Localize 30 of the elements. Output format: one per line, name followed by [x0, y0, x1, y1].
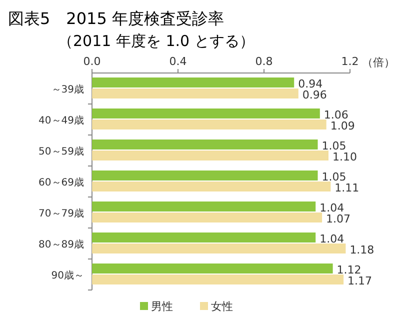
y-tick-label: 90歳～ — [51, 270, 84, 282]
data-label: 1.09 — [330, 120, 355, 132]
data-label: 1.07 — [326, 212, 351, 226]
y-tick-label: 60～69歳 — [38, 176, 84, 188]
y-tick-label: 40～49歳 — [38, 114, 84, 126]
data-label: 0.94 — [298, 78, 323, 90]
data-label: 1.04 — [320, 232, 344, 246]
data-label: 1.17 — [348, 274, 372, 288]
x-tick-label: 0.8 — [255, 55, 273, 68]
y-tick-label: 80～89歳 — [38, 238, 84, 250]
chart-subtitle: （2011 年度を 1.0 とする） — [58, 32, 254, 50]
data-label: 0.96 — [302, 88, 327, 102]
data-label: 1.18 — [350, 244, 374, 256]
data-label: 1.04 — [320, 202, 344, 214]
legend-label: 女性 — [211, 300, 233, 313]
data-label: 1.06 — [324, 108, 348, 122]
data-label: 1.05 — [322, 170, 346, 184]
x-tick-label: 1.2 — [341, 55, 359, 68]
y-tick-label: 50～59歳 — [38, 146, 84, 158]
x-tick-label: 0.4 — [169, 55, 187, 68]
y-tick-label: ～39歳 — [51, 84, 84, 96]
data-label: 1.12 — [336, 264, 362, 276]
x-tick-label: 0.0 — [83, 55, 101, 68]
data-label: 1.05 — [322, 140, 346, 152]
y-tick-label: 70～79歳 — [38, 208, 84, 220]
data-label: 1.11 — [334, 182, 360, 194]
data-label: 1.10 — [332, 150, 357, 164]
chart-title: 図表5 2015 年度検査受診率 — [8, 9, 224, 28]
x-axis-title: （倍） — [362, 56, 395, 69]
legend-label: 男性 — [151, 300, 173, 313]
